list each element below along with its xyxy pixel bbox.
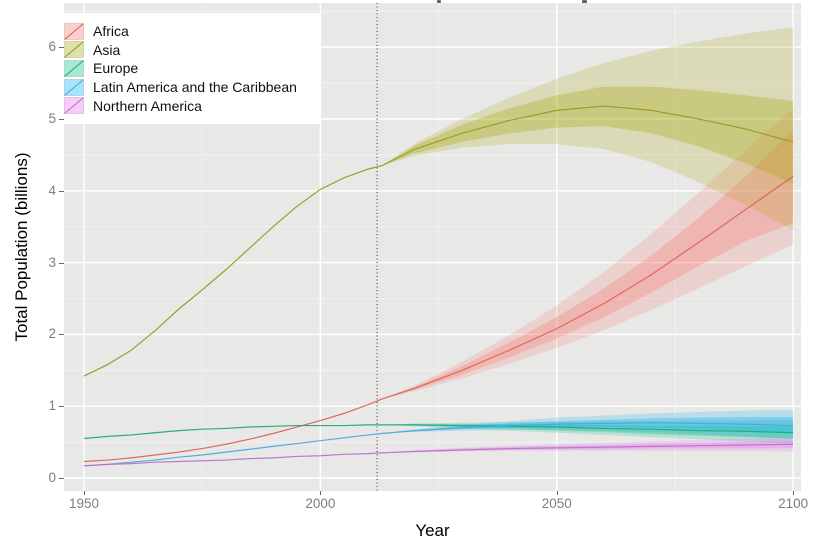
legend-item-latin-america: Latin America and the Caribbean: [64, 78, 312, 97]
y-tick-mark: [59, 118, 64, 120]
legend-swatch-northern-america: [64, 97, 84, 115]
legend-label-africa: Africa: [93, 23, 129, 40]
legend-item-northern-america: Northern America: [64, 96, 312, 115]
y-tick-mark: [59, 190, 64, 192]
y-tick-label: 6: [48, 39, 56, 55]
y-tick-label: 5: [48, 110, 56, 126]
legend-swatch-europe: [64, 60, 84, 77]
y-tick-mark: [59, 478, 64, 479]
legend-swatch-africa: [64, 22, 84, 40]
x-tick-label: 2100: [778, 496, 809, 511]
legend-label-latin-america: Latin America and the Caribbean: [93, 79, 297, 96]
x-tick-mark: [793, 491, 795, 495]
legend: Africa Asia Europe Latin America and the…: [58, 13, 320, 124]
legend-swatch-latin-america: [64, 78, 84, 96]
legend-item-europe: Europe: [64, 59, 312, 78]
cropped-title-fragment: [582, 0, 587, 4]
legend-label-asia: Asia: [93, 41, 121, 58]
x-tick-mark: [320, 491, 322, 495]
y-tick-label: 3: [48, 254, 56, 270]
legend-item-africa: Africa: [64, 22, 312, 41]
x-tick-label: 2000: [305, 496, 336, 511]
y-tick-mark: [59, 406, 64, 408]
y-tick-mark: [59, 334, 64, 336]
legend-label-europe: Europe: [93, 60, 139, 77]
y-tick-label: 4: [48, 182, 56, 198]
y-axis-title: Total Population (billions): [12, 152, 31, 342]
x-tick-mark: [83, 491, 85, 495]
y-tick-label: 0: [48, 470, 56, 485]
x-tick-label: 1950: [68, 496, 99, 511]
legend-item-asia: Asia: [64, 41, 312, 60]
y-tick-mark: [59, 262, 64, 264]
x-tick-mark: [556, 491, 558, 495]
legend-swatch-asia: [64, 41, 84, 59]
x-tick-label: 2050: [541, 496, 572, 511]
x-axis-title: Year: [415, 521, 450, 540]
legend-label-northern-america: Northern America: [93, 97, 202, 114]
y-tick-label: 1: [48, 398, 56, 414]
y-tick-label: 2: [48, 326, 56, 342]
y-tick-mark: [59, 47, 64, 49]
cropped-title-fragment: [437, 0, 441, 3]
